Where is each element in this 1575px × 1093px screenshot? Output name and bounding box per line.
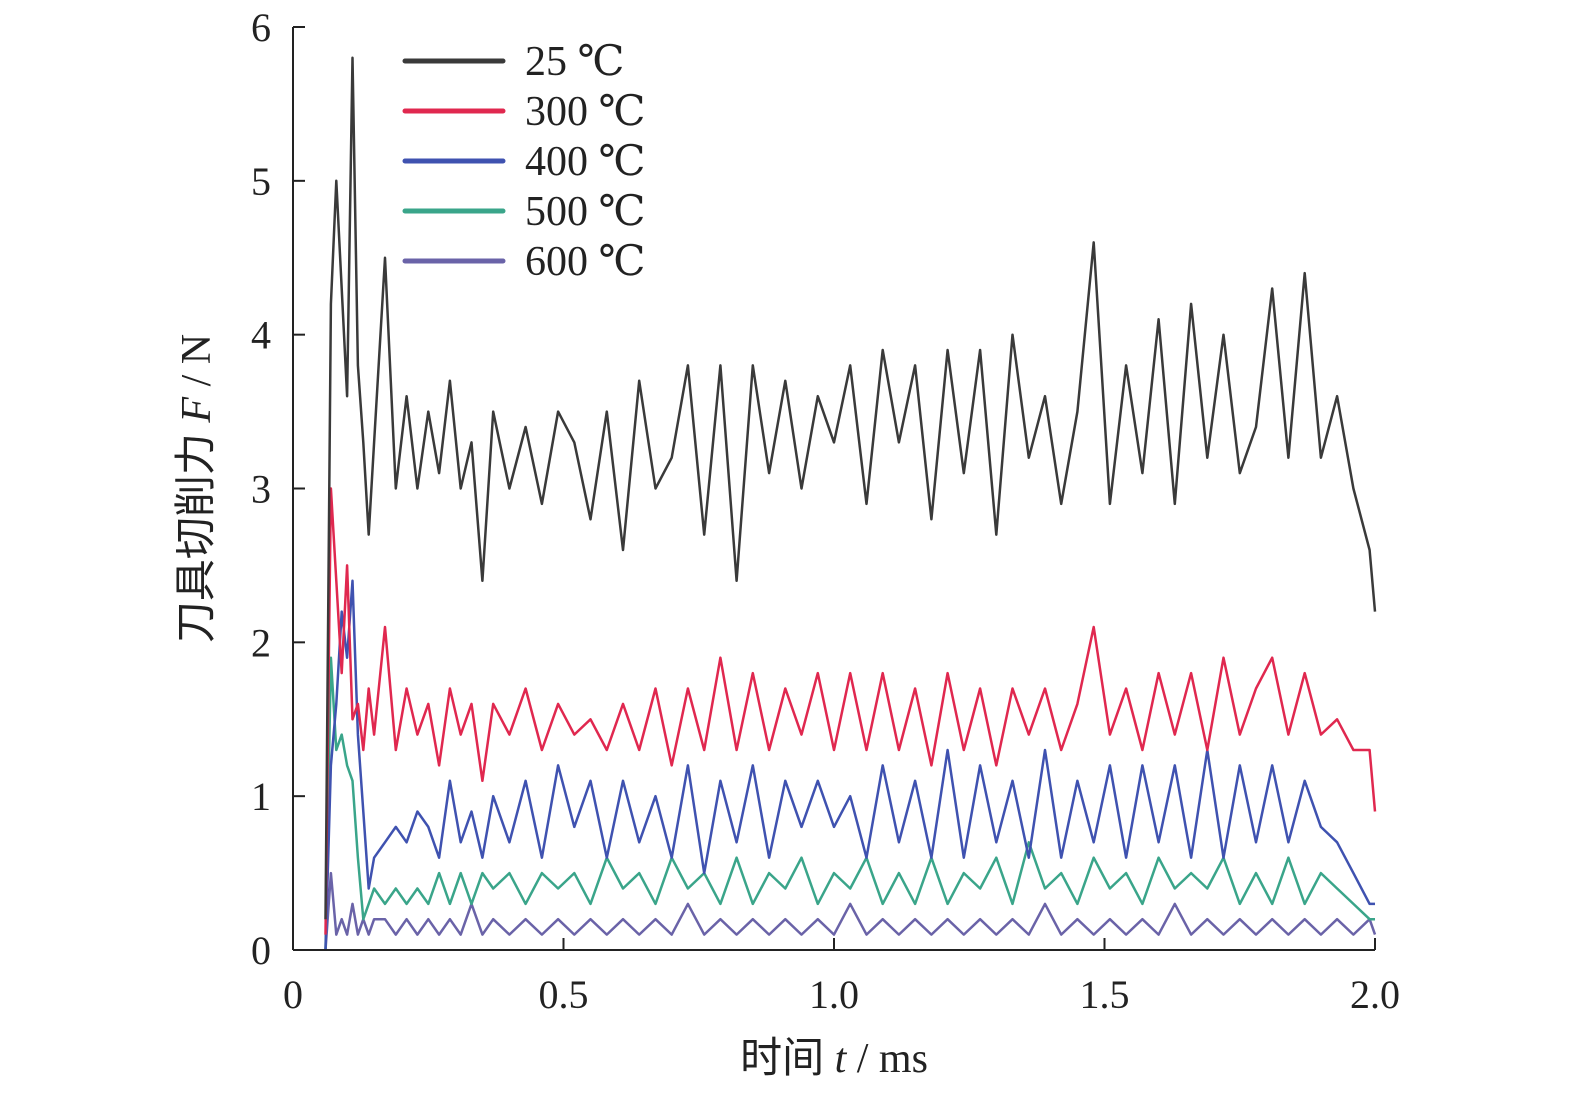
legend-label: 600 ℃ <box>525 239 645 285</box>
y-axis-title-prefix: 刀具切削力 <box>174 423 220 644</box>
legend-label: 500 ℃ <box>525 189 645 235</box>
x-axis-title-var: t <box>835 1036 848 1082</box>
x-axis-title-suffix: / ms <box>846 1036 928 1082</box>
ticks-layer: 0 1 2 3 4 5 6 0 0.5 1.0 1.5 2.0 <box>251 5 1400 1017</box>
y-axis-title-suffix: / N <box>174 334 220 397</box>
y-tick-label: 4 <box>251 313 271 358</box>
y-tick-label: 1 <box>251 774 271 819</box>
legend-label: 300 ℃ <box>525 89 645 135</box>
series-line <box>324 579 1375 951</box>
x-tick-label: 0 <box>283 972 303 1017</box>
series-line <box>324 487 1377 935</box>
legend-label: 400 ℃ <box>525 139 645 185</box>
x-tick-label: 1.0 <box>809 972 859 1017</box>
series-line <box>324 871 1377 951</box>
y-tick-label: 2 <box>251 620 271 665</box>
x-axis-title: 时间 t / ms <box>740 1036 928 1082</box>
x-tick-label: 2.0 <box>1350 972 1400 1017</box>
y-tick-label: 3 <box>251 467 271 512</box>
series-line <box>324 56 1377 920</box>
y-tick-label: 6 <box>251 5 271 50</box>
y-tick-label: 5 <box>251 159 271 204</box>
y-axis-title: 刀具切削力 F / N <box>174 334 220 643</box>
x-tick-label: 1.5 <box>1080 972 1130 1017</box>
legend-label: 25 ℃ <box>525 39 624 85</box>
x-tick-label: 0.5 <box>539 972 589 1017</box>
series-line <box>324 656 1375 951</box>
series-layer <box>324 56 1377 951</box>
x-axis-title-prefix: 时间 <box>740 1036 835 1082</box>
y-tick-label: 0 <box>251 928 271 973</box>
y-axis-title-var: F <box>174 397 220 424</box>
